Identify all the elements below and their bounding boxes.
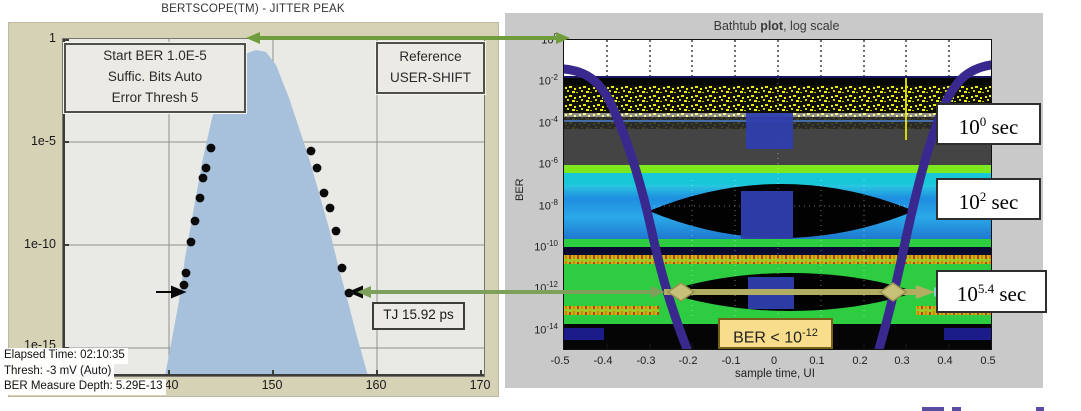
cropped-logo-fragment bbox=[952, 407, 961, 411]
jitter-peak-title: BERTSCOPE(TM) - JITTER PEAK bbox=[161, 3, 345, 15]
xtick--0.2: -0.2 bbox=[678, 355, 698, 367]
ytick-10e-4: 10-4 bbox=[538, 115, 558, 130]
start-ber-line: Start BER 1.0E-5 bbox=[103, 48, 207, 63]
xtick-0: 0 bbox=[770, 355, 778, 367]
xtick--0.4: -0.4 bbox=[593, 355, 613, 367]
xtick-160: 160 bbox=[365, 378, 387, 392]
xtick-0.4: 0.4 bbox=[937, 355, 953, 367]
xtick--0.3: -0.3 bbox=[636, 355, 656, 367]
status-readouts: Elapsed Time: 02:10:35 Thresh: -3 mV (Au… bbox=[2, 348, 166, 395]
ytick-1e-5: 1e-5 bbox=[30, 134, 56, 148]
bathtub-plot-area bbox=[559, 39, 996, 354]
xtick-0.2: 0.2 bbox=[852, 355, 868, 367]
xtick-0.5: 0.5 bbox=[980, 355, 996, 367]
ytick-10e-14: 10-14 bbox=[534, 322, 558, 337]
xtick--0.1: -0.1 bbox=[721, 355, 741, 367]
time-label-10e2: 102 sec bbox=[936, 178, 1041, 220]
ytick-10e-6: 10-6 bbox=[538, 156, 558, 171]
right-diamond-marker bbox=[878, 282, 908, 302]
ytick-1: 1 bbox=[49, 31, 56, 45]
error-thresh-line: Error Thresh 5 bbox=[111, 90, 199, 105]
ytick-1e-10: 1e-10 bbox=[24, 237, 56, 251]
cropped-logo-fragment bbox=[922, 407, 944, 411]
eye-width-arrow bbox=[664, 282, 947, 302]
ber-threshold-note: BER < 10-12 bbox=[718, 318, 833, 349]
user-shift-line: USER-SHIFT bbox=[390, 70, 471, 85]
reference-line: Reference bbox=[399, 49, 462, 64]
jitter-peak-chart bbox=[63, 39, 484, 376]
ytick-10e-2: 10-2 bbox=[538, 73, 558, 88]
ber-axis-label: BER bbox=[514, 178, 526, 201]
ytick-10e-12: 10-12 bbox=[534, 280, 558, 295]
sample-point-rects bbox=[741, 113, 794, 309]
elapsed-time-text: Elapsed Time: 02:10:35 bbox=[2, 348, 128, 364]
time-label-10e5.4: 105.4 sec bbox=[936, 270, 1047, 313]
start-ber-settings-box: Start BER 1.0E-5 Suffic. Bits Auto Error… bbox=[64, 43, 246, 113]
suffic-bits-line: Suffic. Bits Auto bbox=[107, 69, 203, 84]
xtick-0.1: 0.1 bbox=[809, 355, 825, 367]
ytick-10e-8: 10-8 bbox=[538, 198, 558, 213]
measure-depth-text: BER Measure Depth: 5.29E-13 bbox=[2, 379, 166, 395]
jitter-peak-area bbox=[165, 50, 368, 376]
left-diamond-marker bbox=[666, 282, 696, 302]
xtick-170: 170 bbox=[469, 378, 491, 392]
time-label-10e0: 100 sec bbox=[936, 103, 1041, 145]
title-pre: Bathtub bbox=[713, 19, 761, 33]
cropped-logo-fragment bbox=[1036, 407, 1044, 411]
reference-box: Reference USER-SHIFT bbox=[376, 42, 485, 94]
bathtub-chart bbox=[559, 40, 996, 354]
title-bold: plot bbox=[760, 19, 784, 33]
measured-ber-dots bbox=[179, 143, 354, 298]
tj-value-box: TJ 15.92 ps bbox=[372, 302, 465, 330]
xtick--0.5: -0.5 bbox=[550, 355, 570, 367]
xtick-0.3: 0.3 bbox=[894, 355, 910, 367]
ytick-10e0: 100 bbox=[541, 32, 558, 47]
xtick-150: 150 bbox=[261, 378, 283, 392]
title-post: , log scale bbox=[783, 19, 840, 33]
ytick-10e-10: 10-10 bbox=[534, 239, 558, 254]
sample-time-axis-label: sample time, UI bbox=[735, 368, 815, 380]
threshold-text: Thresh: -3 mV (Auto) bbox=[2, 363, 115, 379]
bathtub-title: Bathtub plot, log scale bbox=[563, 19, 990, 33]
